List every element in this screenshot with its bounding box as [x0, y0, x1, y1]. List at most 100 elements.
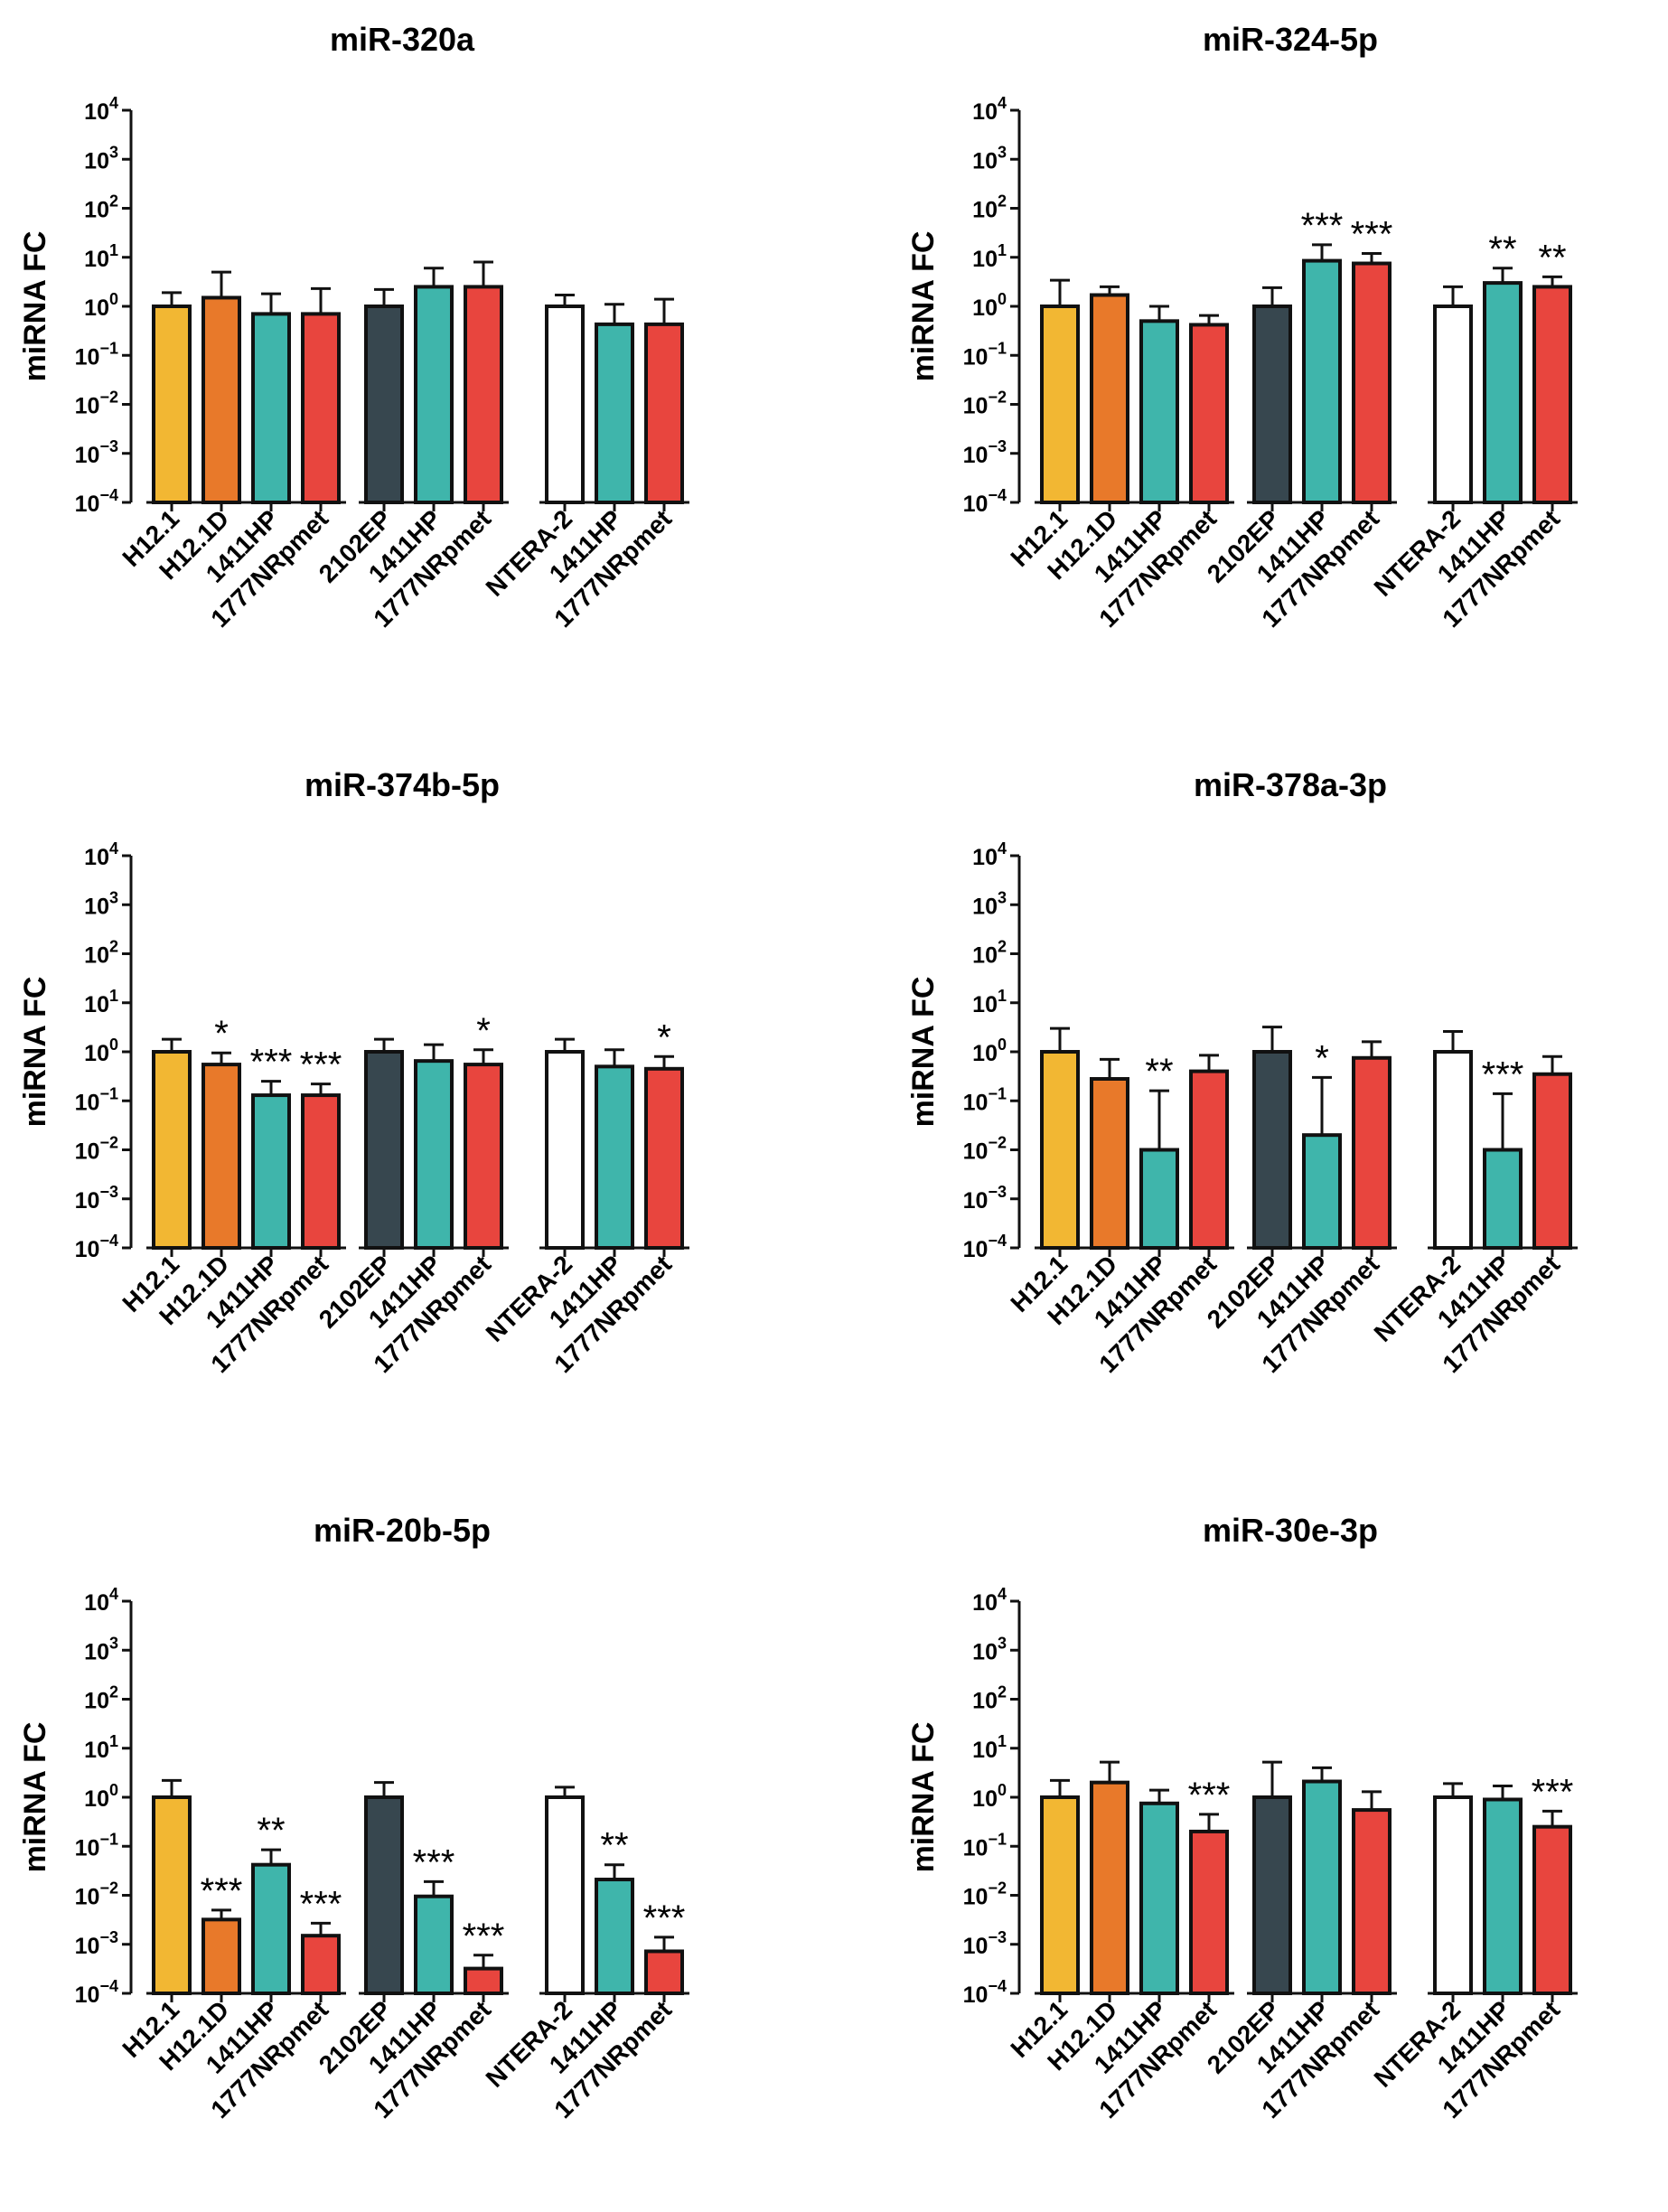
- y-tick-base: 10: [972, 894, 998, 919]
- bar: [1252, 305, 1292, 504]
- y-tick-exponent: 2: [109, 1683, 118, 1701]
- y-tick-label: 10−4: [75, 1977, 118, 2008]
- y-tick-base: 10: [972, 1590, 998, 1616]
- bar: [1090, 1780, 1129, 1995]
- y-axis-label: miRNA FC: [18, 977, 52, 1128]
- y-tick-label: 102: [84, 938, 118, 969]
- bar: [251, 1862, 291, 1995]
- y-tick-exponent: −4: [99, 1977, 118, 1995]
- y-tick-exponent: −3: [99, 437, 118, 455]
- y-tick-base: 10: [84, 247, 109, 272]
- bar: [464, 1966, 503, 1996]
- y-axis-label: miRNA FC: [906, 231, 941, 382]
- y-tick-exponent: 4: [109, 1585, 118, 1603]
- bar: [644, 1949, 684, 1996]
- y-tick-exponent: 2: [109, 938, 118, 956]
- y-tick-exponent: −2: [99, 389, 118, 407]
- bar: [1433, 1050, 1473, 1250]
- y-tick-label: 10−3: [963, 1183, 1007, 1214]
- y-tick-base: 10: [84, 1041, 109, 1066]
- y-tick-exponent: −2: [99, 1134, 118, 1152]
- y-tick-exponent: 3: [109, 888, 118, 906]
- bar: [364, 305, 404, 504]
- bar: [1302, 258, 1342, 504]
- significance-label: ***: [300, 1045, 342, 1085]
- y-tick-label: 10−2: [75, 1134, 118, 1165]
- y-tick-exponent: −2: [988, 1134, 1007, 1152]
- bar: [1090, 1076, 1129, 1251]
- y-tick-label: 103: [972, 143, 1007, 173]
- bar: [1040, 1050, 1080, 1250]
- y-tick-exponent: −1: [988, 339, 1007, 357]
- y-tick-exponent: 0: [998, 290, 1007, 308]
- y-tick-label: 100: [972, 1036, 1007, 1066]
- y-tick-exponent: 0: [109, 290, 118, 308]
- chart-title: miR-320a: [330, 21, 475, 58]
- y-tick-exponent: 0: [109, 1036, 118, 1054]
- y-tick-base: 10: [972, 148, 998, 173]
- y-tick-exponent: 1: [109, 1732, 118, 1750]
- y-tick-base: 10: [75, 443, 100, 468]
- y-tick-base: 10: [963, 1934, 989, 1959]
- bar: [1483, 1148, 1523, 1250]
- y-tick-label: 102: [972, 192, 1007, 223]
- y-tick-label: 102: [84, 1683, 118, 1714]
- y-tick-label: 10−4: [963, 1977, 1007, 2008]
- y-tick-base: 10: [84, 845, 109, 870]
- significance-label: ***: [463, 1917, 505, 1956]
- y-tick-exponent: 2: [998, 192, 1007, 211]
- significance-label: ***: [1532, 1772, 1574, 1812]
- bar: [364, 1050, 404, 1250]
- bar: [1352, 1808, 1392, 1995]
- y-tick-label: 10−1: [963, 1830, 1007, 1861]
- y-tick-base: 10: [84, 943, 109, 969]
- y-tick-exponent: −1: [99, 339, 118, 357]
- bar: [152, 1050, 192, 1250]
- y-tick-exponent: −2: [988, 389, 1007, 407]
- y-tick-label: 101: [972, 1732, 1007, 1763]
- bar: [1189, 1829, 1229, 1995]
- bar: [1302, 1779, 1342, 1996]
- y-tick-base: 10: [84, 1639, 109, 1664]
- bar: [152, 1795, 192, 1995]
- y-tick-label: 10−2: [75, 389, 118, 419]
- chart-title: miR-30e-3p: [1203, 1512, 1378, 1549]
- chart-title: miR-374b-5p: [305, 766, 500, 803]
- bar: [545, 1795, 585, 1995]
- y-tick-base: 10: [972, 1041, 998, 1066]
- bar: [301, 1934, 341, 1995]
- bar: [1483, 281, 1523, 505]
- y-tick-base: 10: [84, 1738, 109, 1763]
- bar: [1532, 285, 1572, 504]
- y-tick-label: 100: [972, 1781, 1007, 1812]
- y-tick-exponent: 1: [109, 987, 118, 1005]
- y-tick-exponent: −1: [99, 1830, 118, 1848]
- y-tick-exponent: 0: [998, 1036, 1007, 1054]
- significance-label: *: [476, 1011, 491, 1051]
- significance-label: ***: [1301, 206, 1344, 246]
- y-tick-exponent: 4: [998, 94, 1007, 112]
- bar: [1302, 1133, 1342, 1250]
- y-tick-base: 10: [75, 1885, 100, 1910]
- y-tick-base: 10: [963, 1139, 989, 1165]
- significance-label: ***: [1351, 214, 1393, 254]
- bar: [1189, 1069, 1229, 1251]
- bar: [464, 285, 503, 504]
- bar: [1433, 1795, 1473, 1995]
- y-tick-label: 101: [84, 1732, 118, 1763]
- y-tick-base: 10: [972, 1639, 998, 1664]
- bar: [414, 1894, 454, 1995]
- bar: [1139, 1801, 1179, 1996]
- y-tick-base: 10: [75, 1237, 100, 1262]
- significance-label: *: [1315, 1038, 1329, 1078]
- y-tick-base: 10: [963, 1982, 989, 2008]
- y-tick-base: 10: [75, 1188, 100, 1214]
- y-tick-base: 10: [75, 492, 100, 517]
- significance-label: ***: [1188, 1776, 1231, 1815]
- y-tick-base: 10: [972, 1786, 998, 1812]
